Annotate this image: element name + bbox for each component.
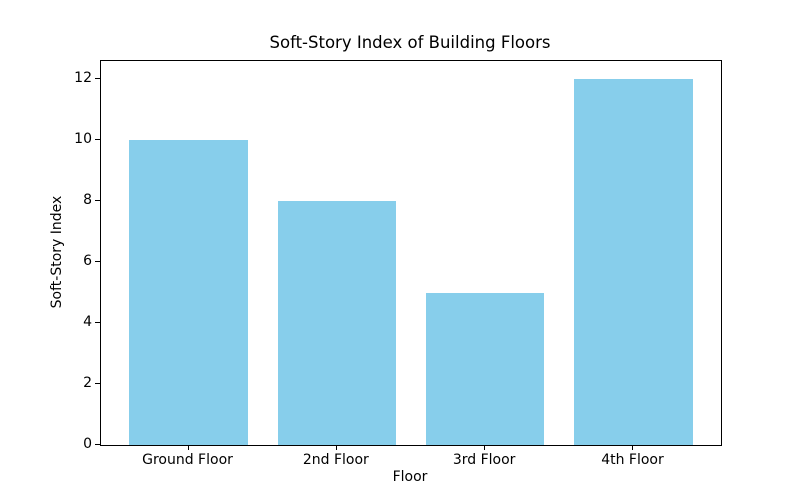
chart-title: Soft-Story Index of Building Floors [269,33,551,52]
x-tick-mark [335,445,337,450]
y-tick-mark [95,322,100,324]
y-tick-label: 2 [83,375,92,392]
x-tick-mark [632,445,634,450]
y-tick-label: 10 [74,131,92,148]
x-tick-label: Ground Floor [142,452,233,468]
y-tick-mark [95,444,100,445]
x-tick-label: 4th Floor [601,452,664,468]
y-tick-mark [95,261,100,263]
y-tick-mark [95,200,100,202]
x-tick-mark [187,445,189,450]
y-axis-label: Soft-Story Index [49,195,65,309]
x-axis-label: Floor [392,469,428,485]
y-tick-label: 4 [83,314,92,331]
bar-4th-floor [574,79,693,445]
x-tick-label: 2nd Floor [302,452,369,468]
bar-ground-floor [129,140,248,445]
bar-2nd-floor [277,201,397,445]
y-tick-label: 12 [74,70,92,87]
bar-3rd-floor [425,292,545,445]
y-tick-mark [95,383,100,385]
x-tick-mark [484,445,486,450]
y-tick-label: 8 [83,192,92,209]
y-tick-label: 6 [83,253,92,270]
y-tick-mark [95,78,100,80]
x-tick-label: 3rd Floor [452,452,516,468]
y-tick-mark [95,139,100,141]
plot-area [100,60,722,446]
y-tick-label: 0 [83,436,92,452]
